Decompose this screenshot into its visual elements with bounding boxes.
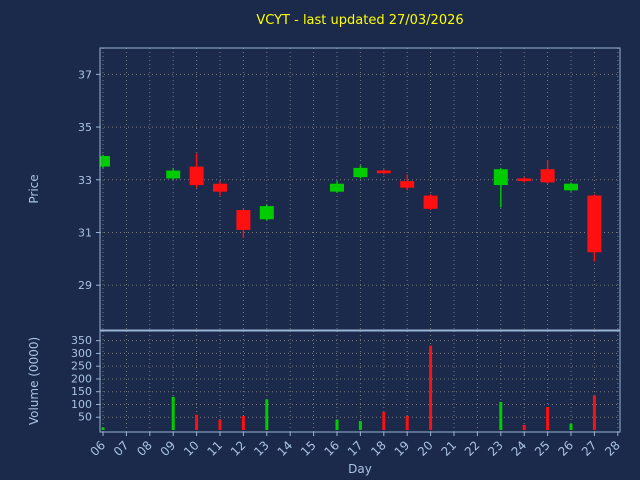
svg-text:25: 25 [532, 438, 553, 459]
svg-text:27: 27 [579, 438, 600, 459]
svg-text:26: 26 [555, 438, 576, 459]
svg-text:200: 200 [71, 372, 92, 385]
svg-text:300: 300 [71, 347, 92, 360]
svg-text:09: 09 [158, 438, 179, 459]
svg-text:06: 06 [87, 438, 108, 459]
svg-text:22: 22 [462, 438, 483, 459]
svg-text:28: 28 [602, 438, 623, 459]
svg-text:11: 11 [204, 438, 225, 459]
svg-text:17: 17 [345, 438, 366, 459]
svg-text:150: 150 [71, 385, 92, 398]
svg-text:18: 18 [368, 438, 389, 459]
svg-text:15: 15 [298, 438, 319, 459]
svg-text:29: 29 [78, 279, 92, 292]
svg-text:31: 31 [78, 226, 92, 239]
svg-text:19: 19 [392, 438, 413, 459]
svg-text:08: 08 [134, 438, 155, 459]
svg-text:24: 24 [509, 438, 530, 459]
svg-text:23: 23 [485, 438, 506, 459]
svg-text:37: 37 [78, 68, 92, 81]
svg-text:33: 33 [78, 174, 92, 187]
svg-text:16: 16 [321, 438, 342, 459]
svg-text:250: 250 [71, 360, 92, 373]
svg-text:14: 14 [275, 438, 296, 459]
svg-text:50: 50 [78, 411, 92, 424]
svg-text:13: 13 [251, 438, 272, 459]
svg-text:100: 100 [71, 398, 92, 411]
svg-text:350: 350 [71, 334, 92, 347]
svg-text:12: 12 [228, 438, 249, 459]
svg-text:20: 20 [415, 438, 436, 459]
svg-text:35: 35 [78, 121, 92, 134]
x-axis-label: Day [348, 462, 372, 476]
svg-text:07: 07 [111, 438, 132, 459]
svg-text:10: 10 [181, 438, 202, 459]
svg-text:21: 21 [438, 438, 459, 459]
chart-title: VCYT - last updated 27/03/2026 [256, 13, 464, 28]
